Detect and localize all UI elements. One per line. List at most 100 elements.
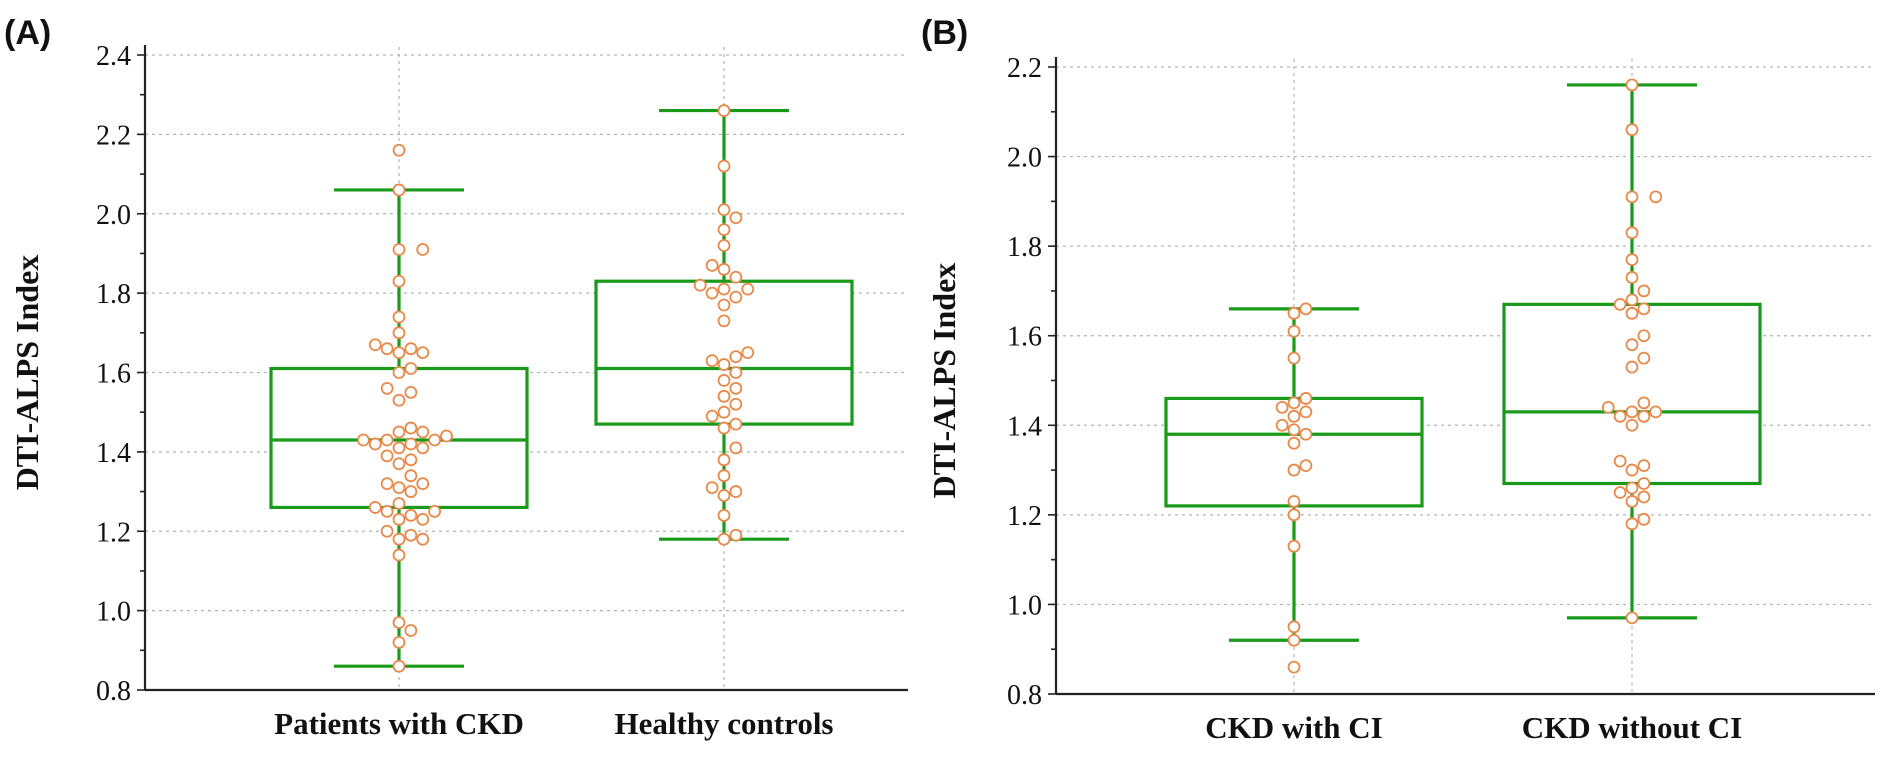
- data-point: [729, 485, 743, 498]
- box-group-2: [1502, 78, 1762, 625]
- data-point: [428, 505, 442, 518]
- data-point: [392, 393, 406, 407]
- data-point: [416, 477, 430, 491]
- data-point: [717, 532, 731, 546]
- data-point: [717, 453, 731, 467]
- data-point: [416, 512, 430, 526]
- data-point: [1637, 302, 1651, 316]
- y-tick-label: 2.4: [96, 41, 131, 72]
- data-point: [717, 223, 731, 237]
- data-point: [1637, 512, 1651, 526]
- data-point: [1637, 284, 1651, 298]
- data-point: [380, 433, 394, 447]
- data-point: [705, 258, 719, 272]
- data-point: [392, 548, 406, 562]
- data-point: [392, 326, 406, 340]
- data-point: [1637, 396, 1651, 410]
- data-point: [717, 405, 731, 419]
- data-point: [404, 437, 418, 451]
- data-point: [729, 350, 743, 364]
- data-point: [1625, 405, 1639, 419]
- data-point: [356, 433, 370, 447]
- data-point: [717, 298, 731, 312]
- data-point: [392, 441, 406, 455]
- data-point: [1649, 190, 1663, 204]
- data-point: [705, 409, 719, 423]
- y-axis-title: DTI-ALPS Index: [9, 255, 45, 491]
- y-tick-label: 2.0: [1007, 143, 1042, 174]
- data-point: [1625, 463, 1639, 477]
- data-point: [368, 501, 382, 514]
- data-point: [404, 385, 418, 399]
- data-point: [380, 505, 394, 518]
- data-point: [1287, 436, 1301, 450]
- y-tick-label: 0.8: [96, 676, 131, 707]
- data-point: [404, 528, 418, 542]
- data-point: [404, 453, 418, 467]
- data-point: [1287, 660, 1301, 674]
- data-point: [392, 183, 406, 197]
- data-point: [1637, 459, 1651, 472]
- data-point: [1275, 418, 1289, 432]
- data-point: [1613, 454, 1627, 468]
- data-point: [1625, 517, 1639, 531]
- data-point: [717, 374, 731, 387]
- data-point: [1275, 400, 1289, 414]
- data-point: [717, 262, 731, 276]
- data-point: [717, 203, 731, 217]
- y-tick-label: 1.4: [1007, 411, 1042, 442]
- data-point: [428, 433, 442, 447]
- data-point: [1637, 490, 1651, 504]
- data-point: [380, 381, 394, 395]
- data-point: [392, 425, 406, 439]
- panel-label: (A): [4, 14, 51, 52]
- data-point: [717, 314, 731, 328]
- y-tick-label: 1.2: [96, 517, 131, 548]
- data-point: [1625, 481, 1639, 495]
- data-point: [392, 616, 406, 629]
- data-point: [729, 381, 743, 395]
- y-tick-label: 1.4: [96, 438, 131, 469]
- data-point: [392, 635, 406, 649]
- data-point: [392, 497, 406, 510]
- data-point: [392, 512, 406, 526]
- data-point: [392, 457, 406, 471]
- x-tick-label: Healthy controls: [615, 706, 834, 741]
- data-point: [380, 449, 394, 463]
- data-point: [1625, 293, 1639, 307]
- data-point: [1287, 633, 1301, 647]
- data-point: [380, 524, 394, 538]
- data-point: [368, 437, 382, 451]
- data-point: [1287, 409, 1301, 423]
- data-point: [392, 143, 406, 157]
- data-point: [1625, 495, 1639, 508]
- data-point: [380, 477, 394, 491]
- data-point: [392, 243, 406, 256]
- data-point: [693, 278, 707, 292]
- data-point: [1613, 486, 1627, 499]
- data-point: [392, 346, 406, 360]
- data-point: [729, 211, 743, 225]
- data-point: [1299, 459, 1313, 472]
- data-point: [1299, 405, 1313, 419]
- y-tick-label: 0.8: [1007, 680, 1042, 711]
- data-point: [416, 243, 430, 256]
- data-point: [705, 286, 719, 300]
- data-point: [1613, 297, 1627, 311]
- data-point: [1287, 351, 1301, 365]
- data-point: [404, 421, 418, 435]
- data-point: [1637, 329, 1651, 343]
- data-point: [1625, 78, 1639, 92]
- data-point: [416, 425, 430, 439]
- x-tick-label: CKD with CI: [1205, 710, 1382, 745]
- data-point: [705, 354, 719, 367]
- data-point: [1287, 423, 1301, 437]
- data-point: [1601, 400, 1615, 414]
- data-point: [1299, 302, 1313, 316]
- data-point: [1287, 539, 1301, 553]
- data-point: [1625, 190, 1639, 204]
- data-point: [729, 397, 743, 411]
- data-point: [741, 282, 755, 296]
- data-point: [404, 624, 418, 637]
